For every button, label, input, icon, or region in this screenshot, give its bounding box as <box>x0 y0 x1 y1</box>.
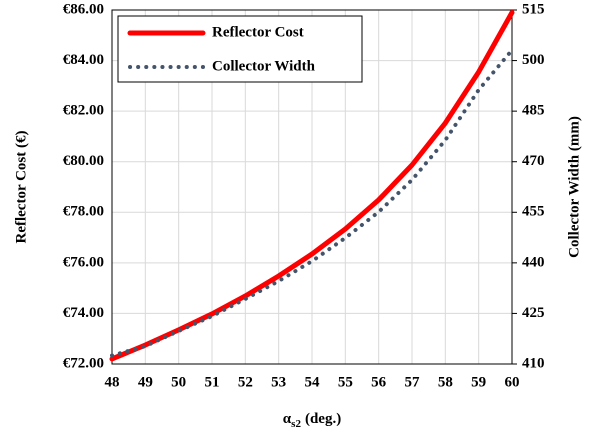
y2-tick-label: 455 <box>522 204 545 220</box>
x-tick-label: 55 <box>338 374 353 390</box>
x-label-symbol: α <box>283 411 292 427</box>
x-label-unit: (deg.) <box>305 411 341 427</box>
y2-tick-label: 485 <box>522 103 545 119</box>
y-axis-label: Reflector Cost (€) <box>13 130 29 243</box>
x-tick-label: 58 <box>438 374 453 390</box>
x-tick-label: 51 <box>205 374 220 390</box>
x-tick-label: 57 <box>405 374 421 390</box>
legend-label: Reflector Cost <box>212 24 304 40</box>
x-tick-label: 56 <box>371 374 387 390</box>
y2-tick-label: 515 <box>522 1 545 17</box>
y2-tick-label: 500 <box>522 52 545 68</box>
y2-tick-label: 425 <box>522 305 545 321</box>
x-tick-label: 48 <box>105 374 120 390</box>
y-tick-label: €78.00 <box>63 204 104 220</box>
y-tick-label: €84.00 <box>63 52 104 68</box>
y-tick-label: €74.00 <box>63 305 104 321</box>
y2-axis-label: Collector Width (mm) <box>566 116 582 258</box>
x-tick-label: 53 <box>271 374 286 390</box>
series-line <box>110 48 514 358</box>
y-tick-label: €80.00 <box>63 153 104 169</box>
y2-tick-label: 410 <box>522 355 545 371</box>
y-tick-label: €82.00 <box>63 103 104 119</box>
legend-box <box>117 15 363 83</box>
plot-frame <box>111 9 513 365</box>
x-axis-label: αs2 (deg.) <box>283 411 341 429</box>
legend-label: Collector Width <box>212 58 316 74</box>
y-tick-label: €86.00 <box>63 1 104 17</box>
y2-tick-label: 470 <box>522 153 545 169</box>
x-tick-label: 59 <box>471 374 486 390</box>
y2-tick-label: 440 <box>522 254 545 270</box>
y-tick-label: €76.00 <box>63 254 104 270</box>
y-tick-label: €72.00 <box>63 355 104 371</box>
x-tick-label: 54 <box>305 374 321 390</box>
x-tick-label: 60 <box>505 374 520 390</box>
x-label-subscript: s2 <box>291 418 301 430</box>
x-tick-label: 52 <box>238 374 253 390</box>
x-tick-label: 50 <box>171 374 186 390</box>
x-tick-label: 49 <box>138 374 153 390</box>
